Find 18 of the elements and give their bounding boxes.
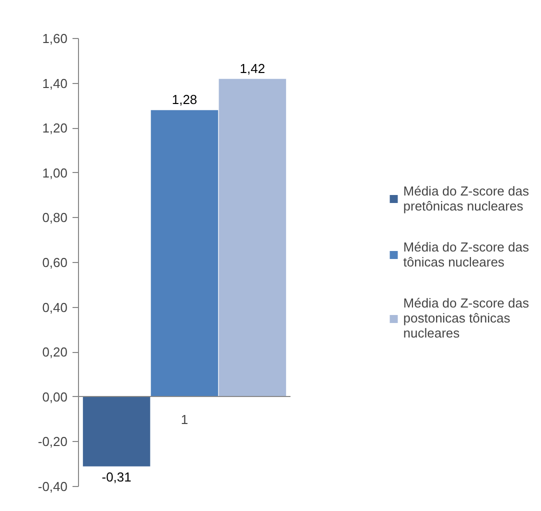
data-label: -0,31 — [102, 469, 132, 484]
y-tick-label: 1,60 — [42, 31, 68, 46]
y-tick-label: 0,40 — [42, 300, 68, 315]
y-tick-label: 0,20 — [42, 344, 68, 360]
y-tick-label: 0,00 — [42, 389, 68, 404]
y-tick-label: 0,80 — [42, 210, 68, 226]
y-tick-label: 1,00 — [42, 165, 68, 180]
legend-label: Média do Z-score das tônicas nucleares — [403, 240, 529, 270]
data-label: 1,28 — [172, 92, 198, 108]
y-tick-label: 0,60 — [42, 255, 68, 270]
y-tick-label: -0,40 — [38, 479, 68, 494]
legend-label: Média do Z-score das postonicas tônicas nucleares — [403, 296, 529, 340]
y-tick-label: 1,40 — [42, 76, 68, 91]
x-tick-label: 1 — [180, 412, 188, 427]
y-tick-label: 1,20 — [42, 120, 68, 136]
data-label: 1,42 — [240, 60, 266, 76]
y-tick-label: -0,20 — [38, 434, 68, 450]
legend-label: Média do Z-score das pretônicas nucleares — [403, 184, 529, 214]
